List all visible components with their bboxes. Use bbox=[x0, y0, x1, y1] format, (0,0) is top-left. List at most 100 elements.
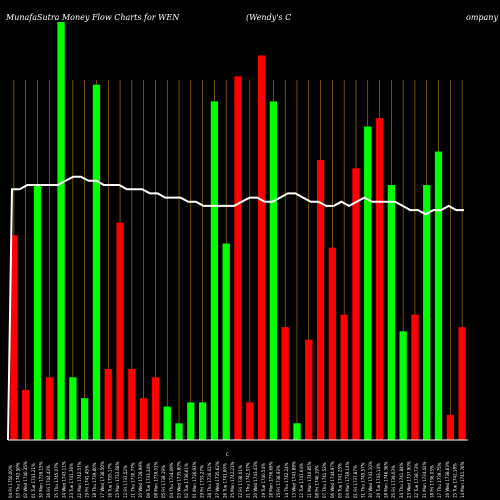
bar-28 bbox=[328, 247, 337, 440]
x-tick-label: 17 Thu 1739.75% bbox=[437, 462, 442, 498]
x-tick-label: 19 Fri 1741.45% bbox=[85, 465, 90, 498]
x-axis-tick-labels: 04 Fri 1750.00% 03 Thu 1743.50% 02 Wed 174… bbox=[8, 461, 465, 498]
bar-37 bbox=[434, 151, 443, 440]
x-tick-label: 05 Fri 1738.19% bbox=[161, 465, 166, 498]
bar-5 bbox=[57, 22, 65, 440]
bar-1 bbox=[10, 235, 18, 440]
x-tick-label: 29 Fri 1733.27% bbox=[200, 465, 205, 498]
bar-17 bbox=[198, 402, 207, 440]
bar-38 bbox=[446, 414, 454, 440]
x-tick-label: 17 Wed 1738.50% bbox=[100, 461, 105, 498]
bar-2 bbox=[22, 389, 30, 440]
x-tick-label: 18 Mon 1736.69% bbox=[269, 461, 274, 498]
bar-35 bbox=[411, 314, 419, 440]
x-tick-label: 25 Fri 1739.03% bbox=[391, 465, 396, 498]
bar-16 bbox=[187, 402, 195, 440]
x-tick-label: 22 Fri 1738.01% bbox=[238, 465, 243, 498]
bar-19 bbox=[222, 243, 230, 440]
x-tick-label: 13 Wed 1743.88% bbox=[292, 461, 297, 498]
x-tick-label: 09 Tue 1733.34% bbox=[146, 463, 151, 498]
x-tick-label: 01 Fri 1737.87% bbox=[353, 465, 358, 498]
x-tick-label: 21 Mon 1734.42% bbox=[422, 461, 427, 498]
bar-39 bbox=[458, 327, 466, 440]
x-tick-label: 20 Wed 1743.43% bbox=[253, 461, 258, 498]
x-tick-label: 11 Thu 1730.77% bbox=[131, 462, 136, 498]
x-tick-label: 28 Thu 1730.01% bbox=[207, 462, 212, 498]
bar-7 bbox=[81, 398, 89, 440]
x-tick-label: 28 Mon 1746.36% bbox=[384, 461, 389, 498]
x-tick-label: 12 Fri 1733.52% bbox=[123, 465, 128, 498]
x-tick-label: 08 Mon 1739.01% bbox=[154, 461, 159, 498]
bar-9 bbox=[104, 368, 112, 440]
x-tick-label: 05 Tue 1741.25% bbox=[338, 463, 343, 498]
x-tick-label: 30 Mon 1739.15% bbox=[39, 461, 44, 498]
x-tick-label: 12 Tue 1741.64% bbox=[299, 463, 304, 498]
x-tick-label: 30 Wed 1743.10% bbox=[368, 461, 373, 498]
bar-27 bbox=[316, 159, 325, 440]
x-tick-label: 01 Mon 1736.93% bbox=[192, 461, 197, 498]
x-tick-label: 02 Tue 1738.61% bbox=[184, 463, 189, 498]
chart-title-left: MunafaSutra Money Flow Charts for WEN bbox=[5, 13, 180, 22]
x-tick-label: 26 Fri 1744.43% bbox=[46, 465, 51, 498]
x-tick-label: 19 Tue 1740.54% bbox=[261, 463, 266, 498]
x-tick-label: 14 Mon 1741.76% bbox=[460, 461, 465, 498]
center-marker: C bbox=[226, 452, 229, 457]
x-tick-label: 31 Thu 1745.57% bbox=[361, 462, 366, 498]
x-tick-label: 02 Wed 1740.35% bbox=[23, 461, 28, 498]
x-tick-label: 25 Thu 1745.07% bbox=[54, 462, 59, 498]
bar-32 bbox=[375, 118, 384, 440]
chart-title-mid: (Wendy's C bbox=[246, 13, 291, 22]
bar-18 bbox=[210, 101, 219, 441]
bar-36 bbox=[423, 185, 431, 440]
bar-25 bbox=[293, 423, 301, 440]
bar-series bbox=[10, 22, 466, 441]
bar-30 bbox=[352, 168, 360, 441]
bar-31 bbox=[364, 126, 372, 440]
x-tick-label: 06 Wed 1744.97% bbox=[330, 461, 335, 498]
x-tick-label: 04 Fri 1750.00% bbox=[8, 465, 13, 498]
money-flow-line bbox=[7, 175, 464, 441]
x-tick-label: 16 Wed 1738.63% bbox=[445, 461, 450, 498]
x-tick-label: 01 Tue 1741.21% bbox=[31, 463, 36, 498]
bar-22 bbox=[257, 55, 266, 440]
x-tick-label: 04 Thu 1734.09% bbox=[169, 462, 174, 498]
x-tick-label: 26 Tue 1741.80% bbox=[223, 463, 228, 498]
bar-13 bbox=[151, 377, 160, 440]
x-tick-label: 08 Fri 1746.19% bbox=[315, 465, 320, 498]
chart-title-right: ompany bbox=[466, 13, 498, 22]
x-tick-label: 23 Wed 1737.90% bbox=[407, 461, 412, 498]
bar-33 bbox=[387, 185, 395, 440]
bar-14 bbox=[163, 406, 171, 440]
x-tick-label: 15 Mon 1733.68% bbox=[115, 461, 120, 498]
x-tick-label: 11 Mon 1740.85% bbox=[307, 461, 312, 498]
bar-15 bbox=[175, 423, 183, 440]
bar-24 bbox=[281, 327, 289, 440]
bar-6 bbox=[69, 377, 77, 440]
x-tick-label: 07 Thu 1741.53% bbox=[322, 462, 327, 498]
x-tick-label: 16 Tue 1735.17% bbox=[108, 463, 113, 498]
bar-20 bbox=[234, 76, 242, 440]
bar-4 bbox=[45, 377, 53, 440]
bar-3 bbox=[33, 185, 42, 440]
x-tick-label: 25 Mon 1742.23% bbox=[230, 461, 235, 498]
x-tick-label: 21 Thu 1742.57% bbox=[246, 462, 251, 498]
x-tick-label: 15 Fri 1738.93% bbox=[276, 465, 281, 498]
bar-29 bbox=[340, 314, 348, 440]
x-tick-label: 18 Fri 1736.03% bbox=[430, 465, 435, 498]
x-tick-label: 15 Tue 1742.18% bbox=[453, 463, 458, 498]
bar-23 bbox=[269, 101, 278, 441]
x-tick-label: 10 Wed 1728.99% bbox=[138, 461, 143, 498]
bar-26 bbox=[305, 339, 313, 440]
bar-11 bbox=[128, 368, 136, 440]
x-tick-label: 03 Thu 1743.50% bbox=[16, 462, 21, 498]
x-tick-label: 18 Thu 1739.80% bbox=[92, 462, 97, 498]
x-tick-label: 29 Tue 1743.14% bbox=[376, 463, 381, 498]
bar-34 bbox=[399, 331, 407, 440]
x-tick-label: 04 Mon 1739.14% bbox=[345, 461, 350, 498]
x-tick-label: 22 Mon 1742.57% bbox=[77, 461, 82, 498]
bar-10 bbox=[116, 222, 124, 440]
bar-21 bbox=[246, 402, 254, 440]
x-tick-label: 24 Wed 1743.11% bbox=[62, 461, 67, 498]
bar-8 bbox=[92, 84, 101, 440]
